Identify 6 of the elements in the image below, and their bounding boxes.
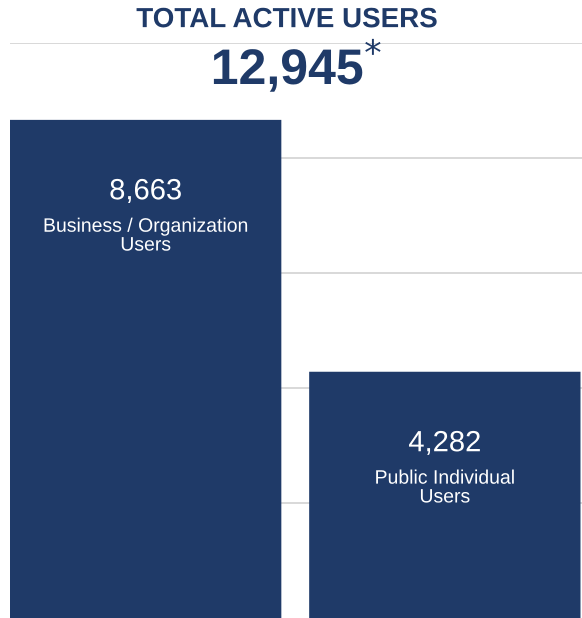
- chart-title: TOTAL ACTIVE USERS: [136, 8, 437, 28]
- data-label: 8,663: [110, 178, 181, 204]
- x-tick-label: Public Individual Users: [376, 470, 514, 503]
- data-label: 4,282: [409, 430, 480, 455]
- x-tick-label: Business / Organization Users: [44, 218, 248, 251]
- chart-subtitle: 12,945$^{*}$: [214, 38, 381, 92]
